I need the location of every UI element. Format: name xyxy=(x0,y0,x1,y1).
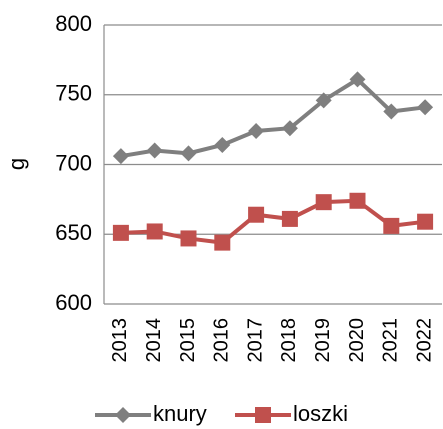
x-tick-label: 2021 xyxy=(380,318,402,363)
data-point xyxy=(417,99,434,116)
series-line xyxy=(120,76,426,159)
y-tick-label: 800 xyxy=(55,11,92,36)
y-tick-label: 650 xyxy=(55,220,92,245)
data-point xyxy=(146,223,163,240)
data-point xyxy=(349,71,366,88)
x-tick-label: 2022 xyxy=(413,318,435,363)
legend-label: loszki xyxy=(293,401,348,426)
y-tick-label: 700 xyxy=(55,150,92,175)
y-tick-label: 750 xyxy=(55,81,92,106)
data-point xyxy=(112,224,129,241)
x-tick-label: 2020 xyxy=(346,318,368,363)
data-point xyxy=(180,230,197,247)
legend-marker xyxy=(115,407,131,423)
x-tick-label: 2015 xyxy=(177,318,199,363)
data-point xyxy=(112,148,129,165)
series-line xyxy=(120,198,426,245)
y-tick-label: 600 xyxy=(55,290,92,315)
data-point xyxy=(383,103,400,120)
x-tick-label: 2013 xyxy=(109,318,131,363)
y-axis-label: g xyxy=(4,158,29,170)
data-point xyxy=(383,217,400,234)
x-tick-label: 2014 xyxy=(143,318,165,363)
x-tick-label: 2018 xyxy=(278,318,300,363)
legend-marker xyxy=(255,407,271,423)
data-point xyxy=(214,234,231,251)
data-point xyxy=(214,136,231,153)
x-tick-label: 2019 xyxy=(312,318,334,363)
data-point xyxy=(248,123,265,140)
x-tick-label: 2016 xyxy=(211,318,233,363)
legend-label: knury xyxy=(153,401,207,426)
data-point xyxy=(349,192,366,209)
data-point xyxy=(180,145,197,162)
data-point xyxy=(146,142,163,159)
data-point xyxy=(315,92,332,109)
data-point xyxy=(281,120,298,137)
data-point xyxy=(248,206,265,223)
data-point xyxy=(281,210,298,227)
data-point xyxy=(417,213,434,230)
data-point xyxy=(315,194,332,211)
x-tick-label: 2017 xyxy=(244,318,266,363)
